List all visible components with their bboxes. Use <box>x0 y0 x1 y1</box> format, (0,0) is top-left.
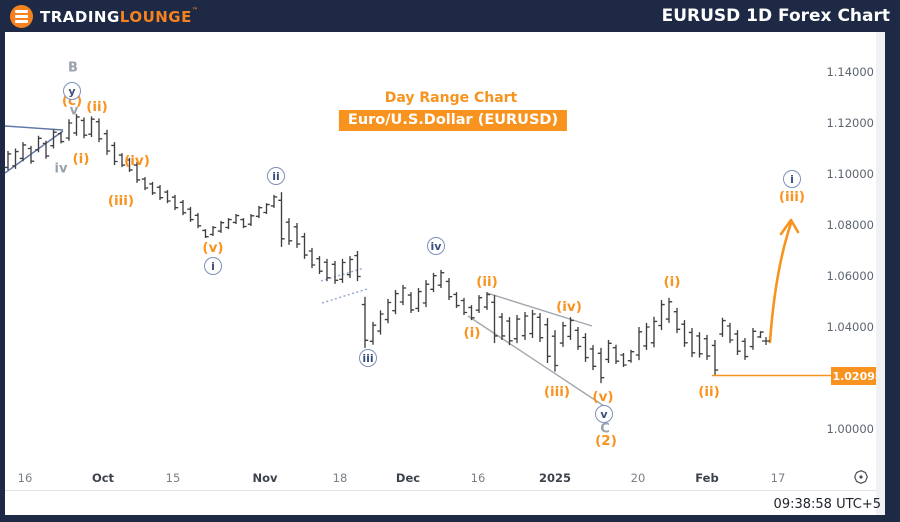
scrollbar-gutter[interactable] <box>876 32 885 515</box>
x-axis-label: Dec <box>395 471 421 485</box>
y-axis-label: 1.00000 <box>826 421 874 436</box>
logo-wordmark: TRADINGLOUNGE™ <box>40 7 198 26</box>
wave-label-gray[interactable]: C <box>600 421 610 437</box>
trendline-gray[interactable] <box>467 315 605 407</box>
projection-arrow-shaft[interactable] <box>768 221 793 344</box>
wave-label-orange[interactable]: (i) <box>463 325 481 341</box>
tradinglounge-logo-icon <box>10 4 33 28</box>
chart-title: EURUSD 1D Forex Chart <box>661 6 890 26</box>
trendline-gray[interactable] <box>486 292 593 327</box>
y-axis-label: 1.12000 <box>826 115 874 130</box>
wave-label-circled[interactable]: i <box>783 170 801 188</box>
wave-label-orange[interactable]: (v) <box>592 389 614 405</box>
wave-label-gray[interactable]: B <box>68 60 78 76</box>
wave-label-orange[interactable]: (iii) <box>778 189 806 205</box>
wave-label-orange[interactable]: (iii) <box>543 384 571 400</box>
projection-arrow-group <box>768 218 800 344</box>
wave-label-gray[interactable]: iv <box>54 161 68 177</box>
x-axis-label: 16 <box>17 471 33 485</box>
wave-label-orange[interactable]: (iv) <box>124 153 150 169</box>
frame-left-border <box>0 32 5 522</box>
clock-timestamp: 09:38:58 UTC+5 <box>773 497 881 512</box>
wave-label-orange[interactable]: (ii) <box>86 99 108 115</box>
chart-subtitle: Day Range Chart <box>384 90 518 106</box>
frame-right-border <box>885 32 900 522</box>
wave-label-orange[interactable]: (iii) <box>107 193 135 209</box>
x-axis-label: Oct <box>91 471 115 485</box>
x-axis-label: 16 <box>470 471 486 485</box>
trendline-dotted[interactable] <box>321 288 368 304</box>
wave-label-orange[interactable]: (iv) <box>556 299 582 315</box>
y-axis-label: 1.06000 <box>826 268 874 283</box>
x-axis-separator <box>5 490 876 491</box>
logo-trademark: ™ <box>191 6 198 14</box>
instrument-badge: Euro/U.S.Dollar (EURUSD) <box>338 110 568 131</box>
logo-text-trading: TRADING <box>40 7 120 26</box>
x-axis-label: 15 <box>165 471 181 485</box>
wave-label-orange[interactable]: (ii) <box>698 384 720 400</box>
projection-arrow-head[interactable] <box>779 218 800 236</box>
x-axis-label: 17 <box>770 471 786 485</box>
wave-label-orange[interactable]: (i) <box>663 274 681 290</box>
trendline-blue[interactable] <box>4 125 64 131</box>
y-axis-label: 1.04000 <box>826 319 874 334</box>
ohlc-bars-group <box>4 114 764 384</box>
wave-label-circled[interactable]: iv <box>427 237 445 255</box>
axis-settings-icon[interactable] <box>853 469 869 485</box>
x-axis-label: Nov <box>252 471 278 485</box>
wave-label-orange[interactable]: (i) <box>72 151 90 167</box>
wave-label-circled[interactable]: iii <box>359 349 377 367</box>
tradinglounge-logo[interactable]: TRADINGLOUNGE™ <box>10 4 198 28</box>
current-bar-marker <box>762 337 770 345</box>
price-level-tag: 1.02098 <box>831 367 884 385</box>
logo-text-lounge: LOUNGE <box>119 7 192 26</box>
y-axis-label: 1.08000 <box>826 217 874 232</box>
wave-label-circled[interactable]: v <box>595 405 613 423</box>
wave-label-gray[interactable]: v <box>69 103 79 119</box>
wave-label-circled[interactable]: y <box>63 82 81 100</box>
wave-label-circled[interactable]: i <box>204 257 222 275</box>
x-axis-label: 20 <box>630 471 646 485</box>
wave-label-orange[interactable]: (ii) <box>476 274 498 290</box>
wave-label-orange[interactable]: (v) <box>202 240 224 256</box>
y-axis-label: 1.10000 <box>826 166 874 181</box>
wave-label-circled[interactable]: ii <box>267 167 285 185</box>
ohlc-bars <box>4 114 764 384</box>
x-axis-label: 18 <box>332 471 348 485</box>
header-bar: TRADINGLOUNGE™ EURUSD 1D Forex Chart <box>0 0 900 32</box>
x-axis-label: Feb <box>695 471 719 485</box>
y-axis-label: 1.14000 <box>826 64 874 79</box>
frame-bottom-border <box>0 515 900 522</box>
x-axis-label: 2025 <box>538 471 572 485</box>
wave-label-orange[interactable]: (2) <box>595 433 617 449</box>
